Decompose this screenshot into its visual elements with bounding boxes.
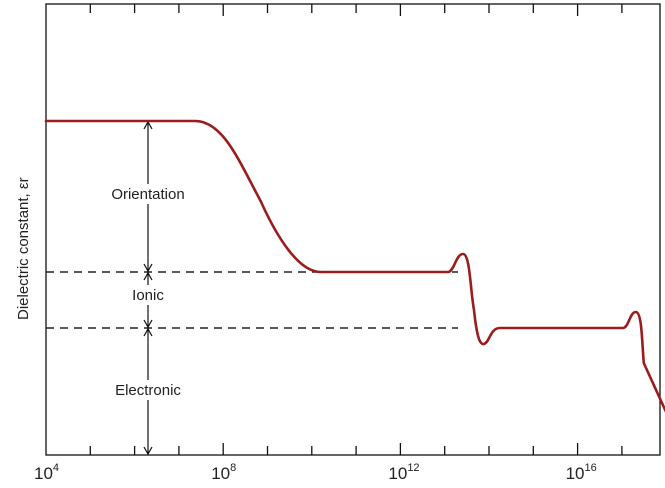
x-tick-label: 104 [34, 462, 59, 483]
y-axis-label: Dielectric constant, εr [15, 177, 32, 320]
x-tick-label: 1016 [566, 462, 597, 483]
annotation-label: Orientation [111, 186, 184, 203]
x-tick-labels: 104 108 1012 1016 [34, 462, 597, 483]
annotation-label: Ionic [132, 287, 164, 304]
x-tick-label: 108 [211, 462, 236, 483]
reference-lines [46, 272, 458, 328]
x-tick-label: 1012 [388, 462, 419, 483]
annotation-label: Electronic [115, 382, 181, 399]
